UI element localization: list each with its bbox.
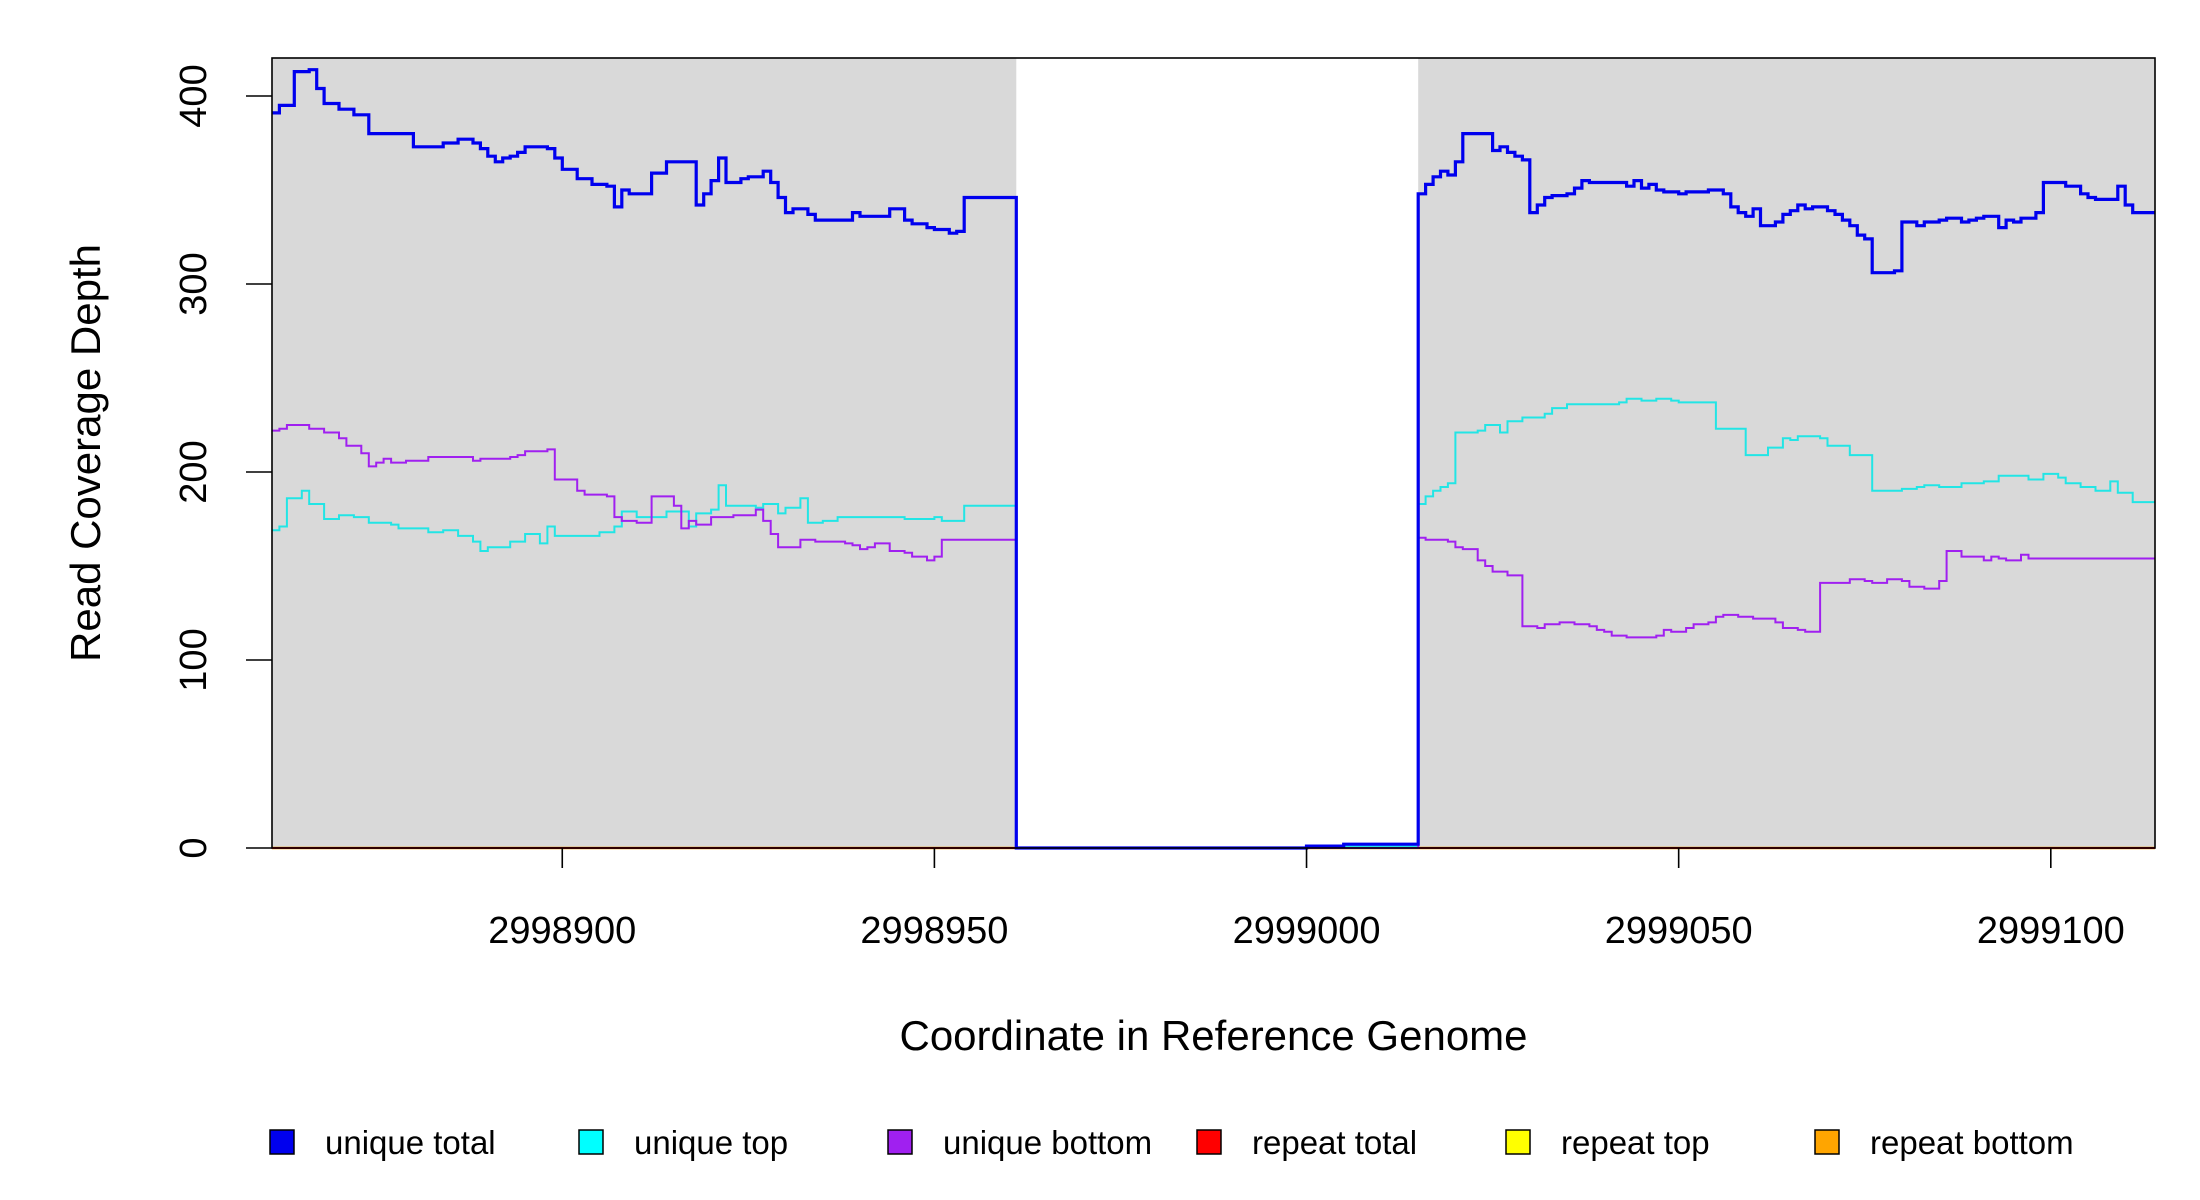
y-tick-label: 400 bbox=[173, 64, 215, 127]
y-axis-title: Read Coverage Depth bbox=[62, 244, 109, 662]
legend-label: unique total bbox=[325, 1124, 496, 1161]
shaded-region-1 bbox=[272, 58, 1017, 848]
legend-swatch bbox=[269, 1129, 295, 1155]
legend-label: repeat bottom bbox=[1870, 1124, 2074, 1161]
legend-swatch bbox=[1196, 1129, 1222, 1155]
x-axis-title: Coordinate in Reference Genome bbox=[899, 1012, 1527, 1059]
plot-frame bbox=[271, 57, 2156, 849]
legend-label: repeat top bbox=[1561, 1124, 1710, 1161]
legend-swatch bbox=[887, 1129, 913, 1155]
x-tick-label: 2999100 bbox=[1977, 910, 2125, 952]
legend-label: repeat total bbox=[1252, 1124, 1417, 1161]
series-line-unique-total bbox=[272, 68, 2155, 850]
y-axis: 0 100 200 300 400 bbox=[173, 64, 272, 859]
y-tick-label: 200 bbox=[173, 440, 215, 503]
x-tick-label: 2998950 bbox=[860, 910, 1008, 952]
x-axis: 2998900 2998950 2999000 2999050 2999100 bbox=[488, 848, 2125, 952]
y-tick-label: 100 bbox=[173, 628, 215, 691]
x-tick-label: 2999050 bbox=[1605, 910, 1753, 952]
shaded-regions bbox=[272, 58, 2155, 848]
y-tick-label: 0 bbox=[173, 837, 215, 858]
x-tick-label: 2998900 bbox=[488, 910, 636, 952]
legend: unique total unique top unique bottom repea… bbox=[269, 1124, 2074, 1161]
legend-swatch bbox=[1505, 1129, 1531, 1155]
shaded-region-2 bbox=[1418, 58, 2155, 848]
legend-label: unique top bbox=[634, 1124, 788, 1161]
y-tick-label: 300 bbox=[173, 252, 215, 315]
x-tick-label: 2999000 bbox=[1233, 910, 1381, 952]
series-line-unique-bottom bbox=[272, 424, 2155, 849]
legend-swatch bbox=[1814, 1129, 1840, 1155]
legend-label: unique bottom bbox=[943, 1124, 1152, 1161]
legend-swatch bbox=[578, 1129, 604, 1155]
